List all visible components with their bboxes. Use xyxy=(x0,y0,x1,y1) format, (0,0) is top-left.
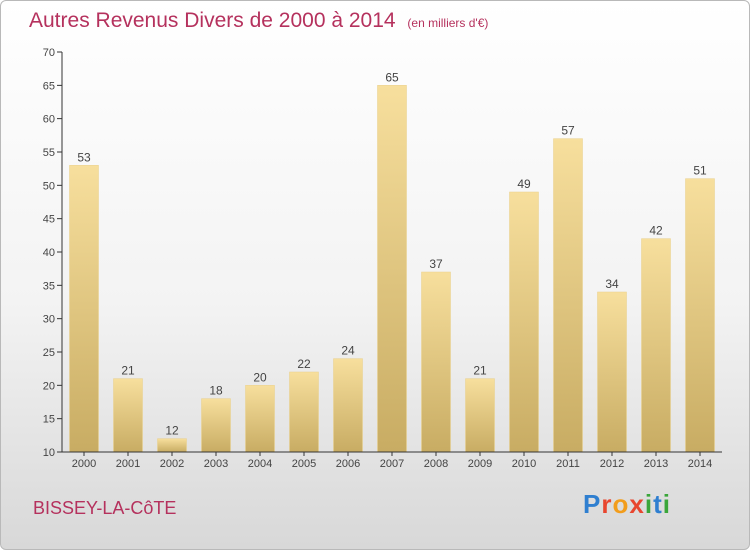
logo-letter: o xyxy=(612,489,630,519)
bar xyxy=(509,191,539,453)
y-tick-label: 10 xyxy=(43,447,55,459)
y-tick-label: 65 xyxy=(43,80,55,92)
y-axis: 10 15 20 25 30 35 40 45 50 55 60 65 70 xyxy=(43,47,63,459)
x-tick-label: 2003 xyxy=(204,458,228,470)
bar xyxy=(69,165,99,453)
bar xyxy=(113,378,143,453)
x-tick-label: 2005 xyxy=(292,458,316,470)
bar xyxy=(465,378,495,453)
x-tick-label: 2007 xyxy=(380,458,404,470)
y-tick-label: 40 xyxy=(43,247,55,259)
x-tick-label: 2006 xyxy=(336,458,360,470)
bars-group: 53 21 12 18 20 22 24 65 37 21 49 57 34 42 51 xyxy=(69,70,715,453)
y-tick-label: 30 xyxy=(43,314,55,326)
x-tick-label: 2001 xyxy=(116,458,140,470)
x-tick-label: 2013 xyxy=(644,458,668,470)
x-tick-label: 2012 xyxy=(600,458,624,470)
y-tick-label: 25 xyxy=(43,347,55,359)
value-label: 37 xyxy=(429,257,443,271)
bar xyxy=(333,358,363,453)
y-tick-label: 15 xyxy=(43,414,55,426)
x-tick-label: 2002 xyxy=(160,458,184,470)
y-tick-label: 55 xyxy=(43,147,55,159)
value-label: 24 xyxy=(341,344,355,358)
x-tick-label: 2010 xyxy=(512,458,536,470)
value-label: 53 xyxy=(77,150,91,164)
value-label: 18 xyxy=(209,384,223,398)
value-label: 49 xyxy=(517,177,531,191)
proxiti-logo[interactable]: Proxiti xyxy=(583,489,671,520)
location-label: BISSEY-LA-CôTE xyxy=(33,498,177,518)
value-label: 34 xyxy=(605,277,619,291)
bar xyxy=(597,291,627,453)
bar xyxy=(553,138,583,453)
y-tick-label: 60 xyxy=(43,114,55,126)
bar xyxy=(157,438,187,453)
value-label: 57 xyxy=(561,124,575,138)
x-tick-label: 2011 xyxy=(556,458,580,470)
value-label: 21 xyxy=(121,364,135,378)
chart-subtitle: (en milliers d'€) xyxy=(407,16,489,30)
bar xyxy=(289,371,319,453)
bar xyxy=(685,178,715,453)
value-label: 22 xyxy=(297,357,311,371)
y-tick-label: 50 xyxy=(43,180,55,192)
bar xyxy=(641,238,671,453)
logo-letter: x xyxy=(629,489,645,519)
value-label: 21 xyxy=(473,364,487,378)
value-label: 20 xyxy=(253,370,267,384)
chart-title-text: Autres Revenus Divers de 2000 à 2014 xyxy=(29,9,396,32)
logo-letter: r xyxy=(601,489,613,519)
bar xyxy=(201,398,231,453)
x-tick-label: 2000 xyxy=(72,458,96,470)
bar xyxy=(377,85,407,453)
logo-letter: i xyxy=(662,489,671,519)
bar xyxy=(421,271,451,453)
x-tick-label: 2014 xyxy=(688,458,712,470)
logo-letter: P xyxy=(583,489,602,519)
bar xyxy=(245,385,275,453)
chart-title: Autres Revenus Divers de 2000 à 2014 (en… xyxy=(29,9,488,33)
value-label: 42 xyxy=(649,224,663,238)
logo-letter: i xyxy=(644,489,654,519)
x-tick-label: 2008 xyxy=(424,458,448,470)
y-tick-label: 20 xyxy=(43,380,55,392)
logo-letter: t xyxy=(653,489,663,519)
x-axis: 2000 2001 2002 2003 2004 2005 2006 2007 2008 2009… xyxy=(62,451,722,470)
value-label: 51 xyxy=(693,164,707,178)
y-tick-label: 70 xyxy=(43,47,55,59)
value-label: 12 xyxy=(165,424,179,438)
value-label: 65 xyxy=(385,70,399,84)
y-tick-label: 45 xyxy=(43,214,55,226)
x-tick-label: 2009 xyxy=(468,458,492,470)
y-tick-label: 35 xyxy=(43,280,55,292)
x-tick-label: 2004 xyxy=(248,458,272,470)
